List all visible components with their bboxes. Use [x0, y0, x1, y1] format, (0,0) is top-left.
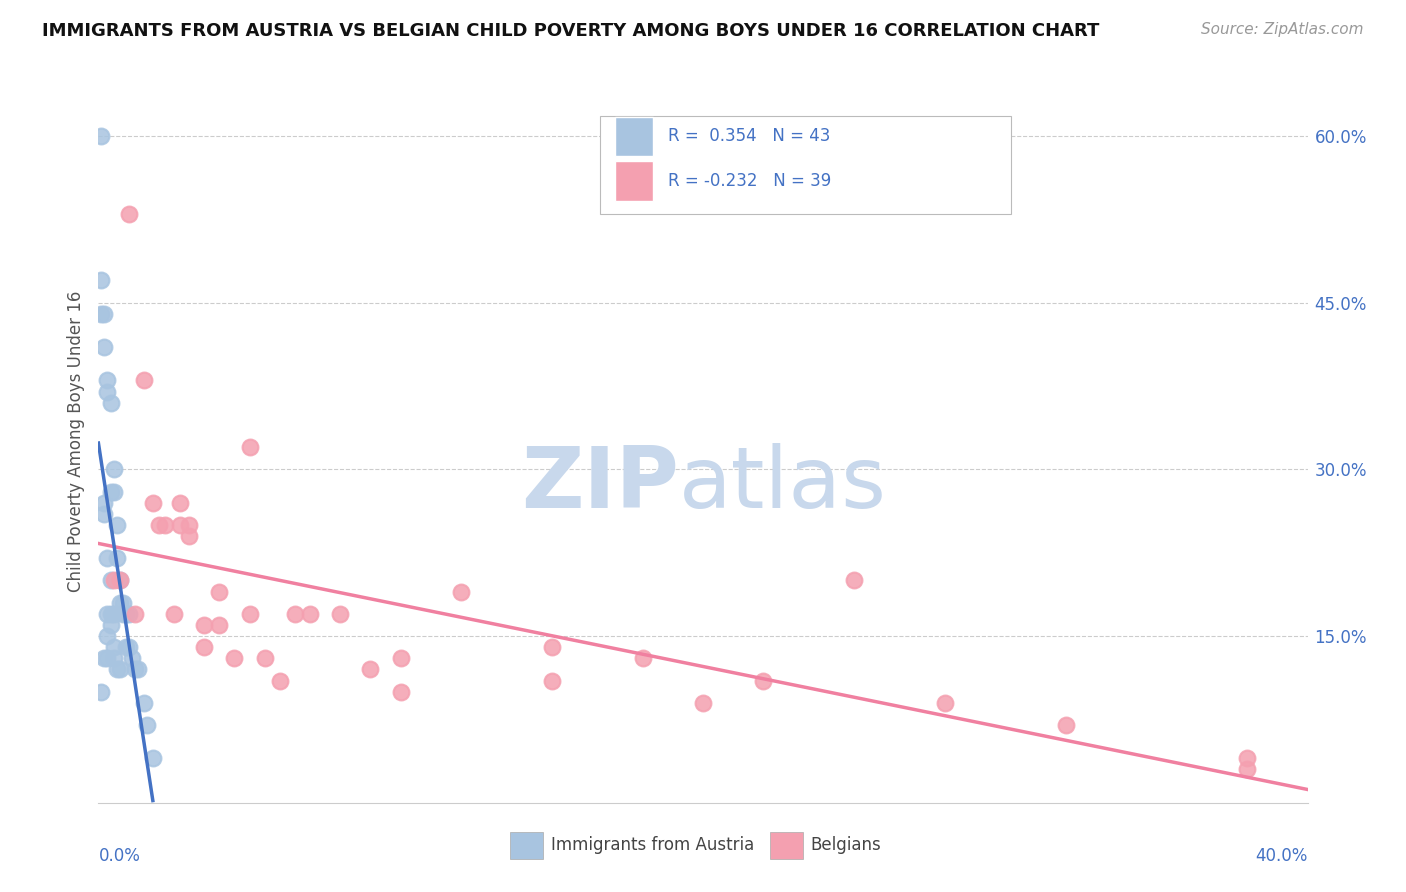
Text: Immigrants from Austria: Immigrants from Austria: [551, 836, 754, 854]
Point: [179, 529, 201, 543]
Bar: [509, 831, 543, 859]
Point: [934, 696, 956, 710]
Point: [108, 662, 131, 676]
Point: [103, 640, 125, 655]
Point: [540, 673, 562, 688]
Point: [100, 395, 122, 409]
Point: [124, 607, 146, 621]
Point: [108, 574, 131, 588]
Point: [389, 651, 412, 665]
Text: 40.0%: 40.0%: [1256, 847, 1308, 865]
Point: [148, 517, 170, 532]
Point: [111, 607, 134, 621]
Point: [90, 684, 112, 698]
Text: R =  0.354   N = 43: R = 0.354 N = 43: [668, 127, 831, 145]
Point: [96, 607, 118, 621]
Point: [239, 607, 262, 621]
Point: [90, 128, 112, 143]
Point: [299, 607, 322, 621]
Point: [132, 373, 155, 387]
Point: [329, 607, 352, 621]
Point: [103, 651, 125, 665]
Y-axis label: Child Poverty Among Boys Under 16: Child Poverty Among Boys Under 16: [66, 291, 84, 592]
Point: [135, 718, 157, 732]
Point: [124, 662, 146, 676]
Point: [284, 607, 307, 621]
Point: [239, 440, 262, 454]
Point: [450, 584, 472, 599]
Point: [193, 640, 215, 655]
Point: [208, 618, 231, 632]
Point: [389, 684, 412, 698]
Point: [100, 484, 122, 499]
Point: [631, 651, 654, 665]
Point: [93, 307, 115, 321]
Text: Belgians: Belgians: [811, 836, 882, 854]
Point: [111, 596, 134, 610]
Text: R = -0.232   N = 39: R = -0.232 N = 39: [668, 172, 831, 190]
Point: [132, 696, 155, 710]
Point: [96, 551, 118, 566]
Point: [208, 584, 231, 599]
Point: [121, 651, 143, 665]
Point: [105, 551, 128, 566]
Point: [360, 662, 382, 676]
Point: [752, 673, 775, 688]
Point: [118, 207, 141, 221]
Point: [127, 662, 149, 676]
Point: [114, 640, 136, 655]
Text: ZIP: ZIP: [522, 443, 679, 526]
Point: [96, 373, 118, 387]
Point: [540, 640, 562, 655]
Text: atlas: atlas: [679, 443, 887, 526]
Point: [100, 618, 122, 632]
Point: [108, 574, 131, 588]
Point: [169, 517, 191, 532]
Point: [153, 517, 176, 532]
Point: [93, 340, 115, 354]
Point: [96, 651, 118, 665]
Bar: [614, 161, 654, 202]
Point: [93, 651, 115, 665]
Point: [253, 651, 276, 665]
Bar: [769, 831, 803, 859]
Point: [100, 574, 122, 588]
Point: [193, 618, 215, 632]
Point: [269, 673, 291, 688]
Point: [93, 496, 115, 510]
Point: [169, 496, 191, 510]
Point: [96, 629, 118, 643]
Point: [1236, 763, 1258, 777]
Text: IMMIGRANTS FROM AUSTRIA VS BELGIAN CHILD POVERTY AMONG BOYS UNDER 16 CORRELATION: IMMIGRANTS FROM AUSTRIA VS BELGIAN CHILD…: [42, 22, 1099, 40]
Point: [105, 517, 128, 532]
Point: [163, 607, 186, 621]
Point: [1236, 751, 1258, 765]
Bar: [614, 117, 654, 156]
Text: 0.0%: 0.0%: [98, 847, 141, 865]
Point: [114, 607, 136, 621]
FancyBboxPatch shape: [600, 117, 1011, 214]
Point: [224, 651, 246, 665]
Point: [90, 307, 112, 321]
Point: [142, 751, 165, 765]
Point: [103, 484, 125, 499]
Point: [118, 640, 141, 655]
Point: [142, 496, 165, 510]
Point: [108, 596, 131, 610]
Point: [105, 662, 128, 676]
Point: [692, 696, 714, 710]
Point: [1054, 718, 1077, 732]
Point: [103, 574, 125, 588]
Point: [93, 507, 115, 521]
Point: [103, 607, 125, 621]
Point: [100, 607, 122, 621]
Text: Source: ZipAtlas.com: Source: ZipAtlas.com: [1201, 22, 1364, 37]
Point: [844, 574, 866, 588]
Point: [179, 517, 201, 532]
Point: [103, 462, 125, 476]
Point: [96, 384, 118, 399]
Point: [90, 273, 112, 287]
Point: [118, 607, 141, 621]
